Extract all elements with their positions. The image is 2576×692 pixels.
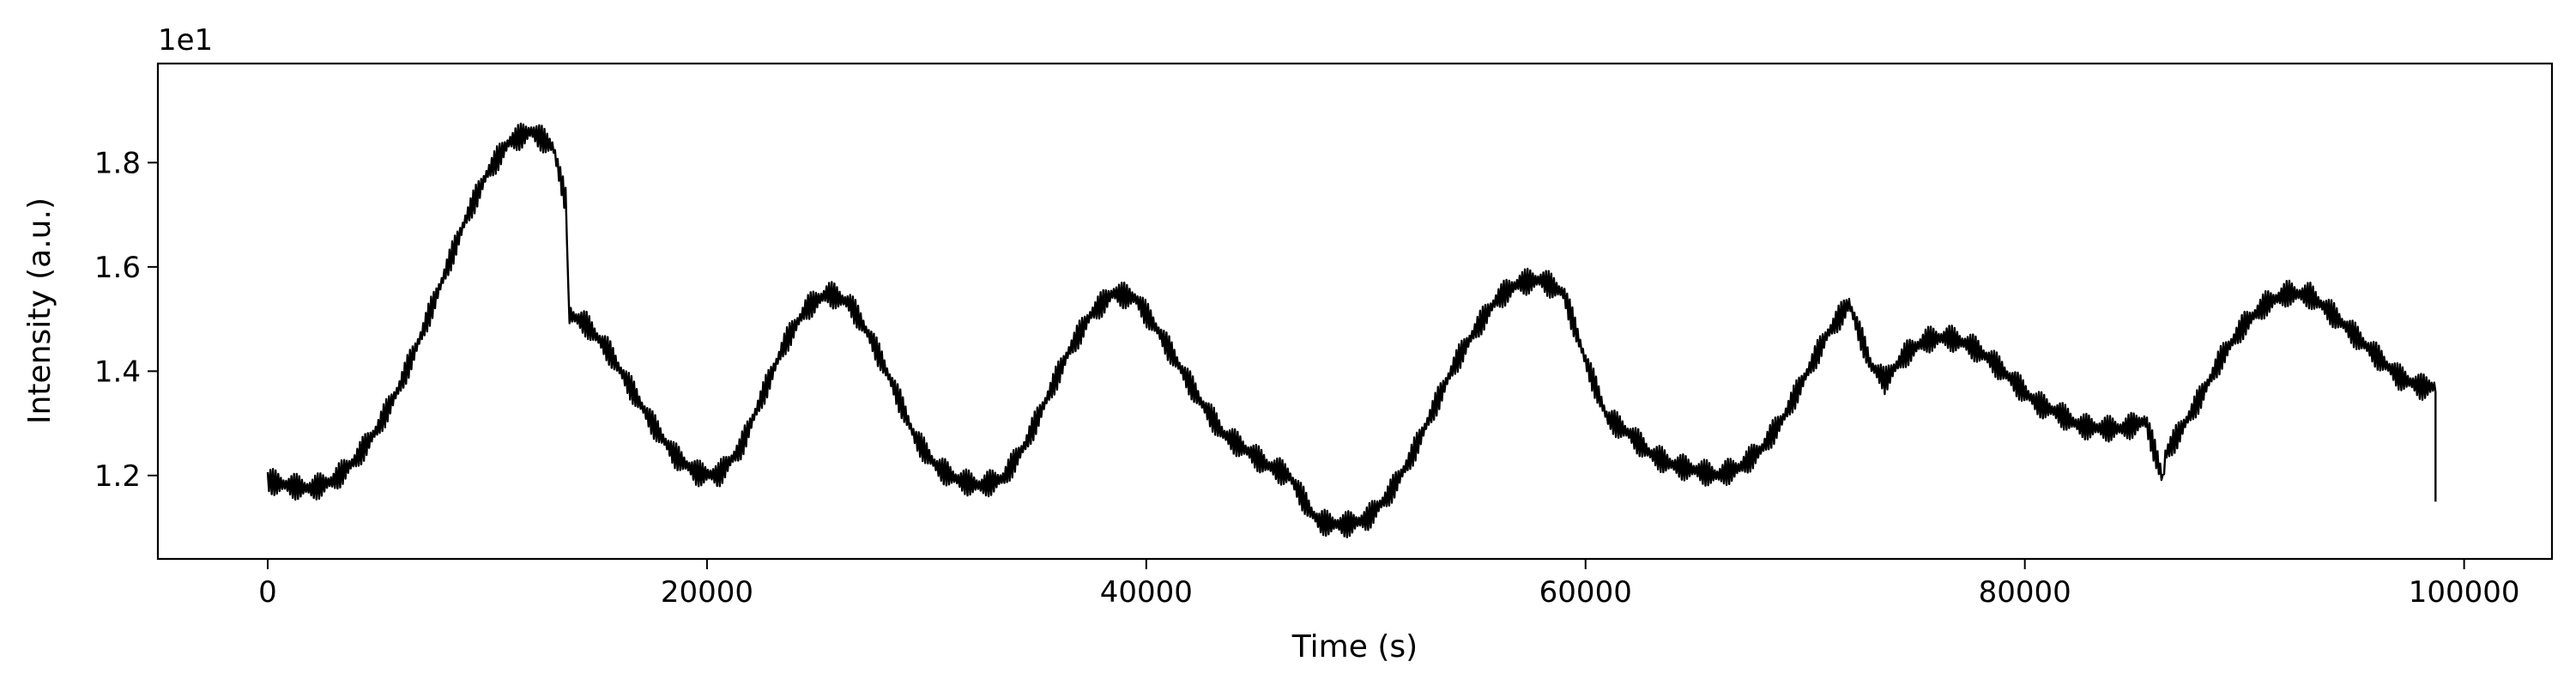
x-axis-ticks: 0 20000 40000 60000 80000 100000	[258, 559, 2520, 610]
x-tick-label: 100000	[2409, 575, 2520, 610]
y-tick-label: 1.6	[94, 251, 141, 285]
y-axis-ticks: 1.2 1.4 1.6 1.8	[94, 146, 158, 494]
x-tick-label: 80000	[1979, 575, 2071, 610]
series-layer	[266, 122, 2437, 538]
x-tick-label: 40000	[1100, 575, 1193, 610]
x-tick-label: 0	[258, 575, 277, 610]
y-axis-label: Intensity (a.u.)	[22, 197, 57, 424]
y-tick-label: 1.4	[94, 355, 141, 389]
y-tick-label: 1.2	[94, 459, 141, 494]
plot-frame	[156, 62, 2554, 561]
y-offset-label: 1e1	[158, 23, 213, 58]
y-tick-label: 1.8	[94, 146, 141, 180]
x-tick-label: 20000	[661, 575, 753, 610]
x-axis-label: Time (s)	[1291, 629, 1418, 665]
series-line	[266, 122, 2437, 538]
x-tick-label: 60000	[1539, 575, 1632, 610]
